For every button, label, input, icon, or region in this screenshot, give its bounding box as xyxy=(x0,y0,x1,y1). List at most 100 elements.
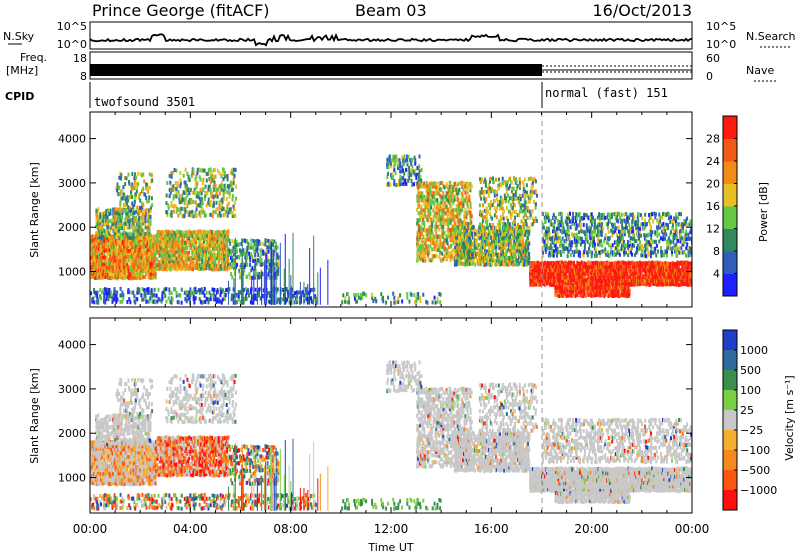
scatter-cell xyxy=(534,179,537,184)
scatter-cell xyxy=(484,209,487,214)
scatter-cell xyxy=(184,245,187,250)
scatter-cell xyxy=(575,271,578,276)
scatter-cell xyxy=(96,259,99,264)
scatter-cell xyxy=(146,257,149,262)
scatter-cell xyxy=(161,239,164,244)
scatter-cell xyxy=(490,225,493,230)
scatter-cell xyxy=(108,268,111,273)
scatter-cell xyxy=(177,190,180,195)
scatter-cell xyxy=(461,194,464,199)
scatter-cell xyxy=(95,271,98,276)
scatter-cell xyxy=(413,182,416,187)
scatter-cell xyxy=(214,239,217,244)
scatter-cell xyxy=(125,198,128,203)
scatter-cell xyxy=(97,207,100,212)
scatter-cell xyxy=(422,217,425,222)
scatter-cell xyxy=(197,203,200,208)
scatter-cell xyxy=(429,198,432,203)
scatter-cell xyxy=(459,218,462,223)
scatter-cell xyxy=(589,275,592,280)
scatter-cell xyxy=(458,218,461,223)
scatter-cell xyxy=(445,194,448,199)
scatter-cell xyxy=(560,279,563,284)
scatter-cell xyxy=(170,210,173,215)
scatter-cell xyxy=(144,222,147,227)
scatter-cell xyxy=(192,171,195,176)
scatter-cell xyxy=(128,272,131,277)
scatter-cell xyxy=(596,267,599,272)
scatter-cell xyxy=(235,300,238,305)
scatter-cell xyxy=(127,221,130,226)
scatter-cell xyxy=(479,177,482,182)
scatter-cell xyxy=(570,278,573,283)
scatter-cell xyxy=(216,207,219,212)
scatter-cell xyxy=(544,275,547,280)
scatter-cell xyxy=(482,243,485,248)
scatter-cell xyxy=(471,231,474,236)
scatter-cell xyxy=(469,188,472,193)
scatter-cell xyxy=(496,189,499,194)
scatter-cell xyxy=(522,186,525,191)
scatter-cell xyxy=(428,210,431,215)
scatter-cell xyxy=(441,195,444,200)
scatter-cell xyxy=(540,261,543,266)
scatter-cell xyxy=(201,181,204,186)
scatter-cell xyxy=(438,208,441,213)
scatter-cell xyxy=(469,204,472,209)
scatter-cell xyxy=(558,261,561,266)
scatter-cell xyxy=(178,230,181,235)
scatter-cell xyxy=(584,268,587,273)
scatter-cell xyxy=(582,281,585,286)
scatter-cell xyxy=(220,250,223,255)
scatter-cell xyxy=(495,238,498,243)
scatter-cell xyxy=(259,258,262,263)
scatter-cell xyxy=(172,266,175,271)
scatter-cell xyxy=(588,279,591,284)
scatter-cell xyxy=(100,276,103,281)
scatter-cell xyxy=(148,241,151,246)
scatter-cell xyxy=(402,168,405,173)
scatter-cell xyxy=(483,248,486,253)
scatter-cell xyxy=(529,212,532,217)
scatter-cell xyxy=(461,191,464,196)
scatter-cell xyxy=(452,188,455,193)
scatter-cell xyxy=(407,172,410,177)
scatter-cell xyxy=(424,214,427,219)
scatter-cell xyxy=(418,203,421,208)
scatter-cell xyxy=(558,267,561,272)
scatter-cell xyxy=(108,231,111,236)
scatter-cell xyxy=(470,259,473,264)
scatter-cell xyxy=(137,265,140,270)
scatter-cell xyxy=(426,247,429,252)
scatter-cell xyxy=(179,178,182,183)
scatter-cell xyxy=(536,271,539,276)
scatter-cell xyxy=(218,203,221,208)
scatter-cell xyxy=(219,230,222,235)
scatter-cell xyxy=(462,228,465,233)
scatter-cell xyxy=(424,255,427,260)
scatter-cell xyxy=(254,266,257,271)
scatter-cell xyxy=(461,200,464,205)
scatter-cell xyxy=(224,293,227,298)
scatter-cell xyxy=(112,255,115,260)
scatter-cell xyxy=(196,265,199,270)
scatter-cell xyxy=(527,235,530,240)
scatter-cell xyxy=(407,168,410,173)
scatter-cell xyxy=(486,216,489,221)
scatter-cell xyxy=(523,209,526,214)
scatter-cell xyxy=(471,225,474,230)
scatter-cell xyxy=(521,262,524,267)
scatter-cell xyxy=(512,202,515,207)
scatter-cell xyxy=(138,195,141,200)
scatter-cell xyxy=(511,226,514,231)
scatter-cell xyxy=(436,237,439,242)
scatter-cell xyxy=(460,251,463,256)
scatter-cell xyxy=(93,258,96,263)
scatter-cell xyxy=(455,187,458,192)
scatter-cell xyxy=(584,274,587,279)
scatter-cell xyxy=(558,277,561,282)
scatter-cell xyxy=(446,218,449,223)
scatter-cell xyxy=(117,186,120,191)
scatter-cell xyxy=(174,266,177,271)
scatter-cell xyxy=(224,244,227,249)
